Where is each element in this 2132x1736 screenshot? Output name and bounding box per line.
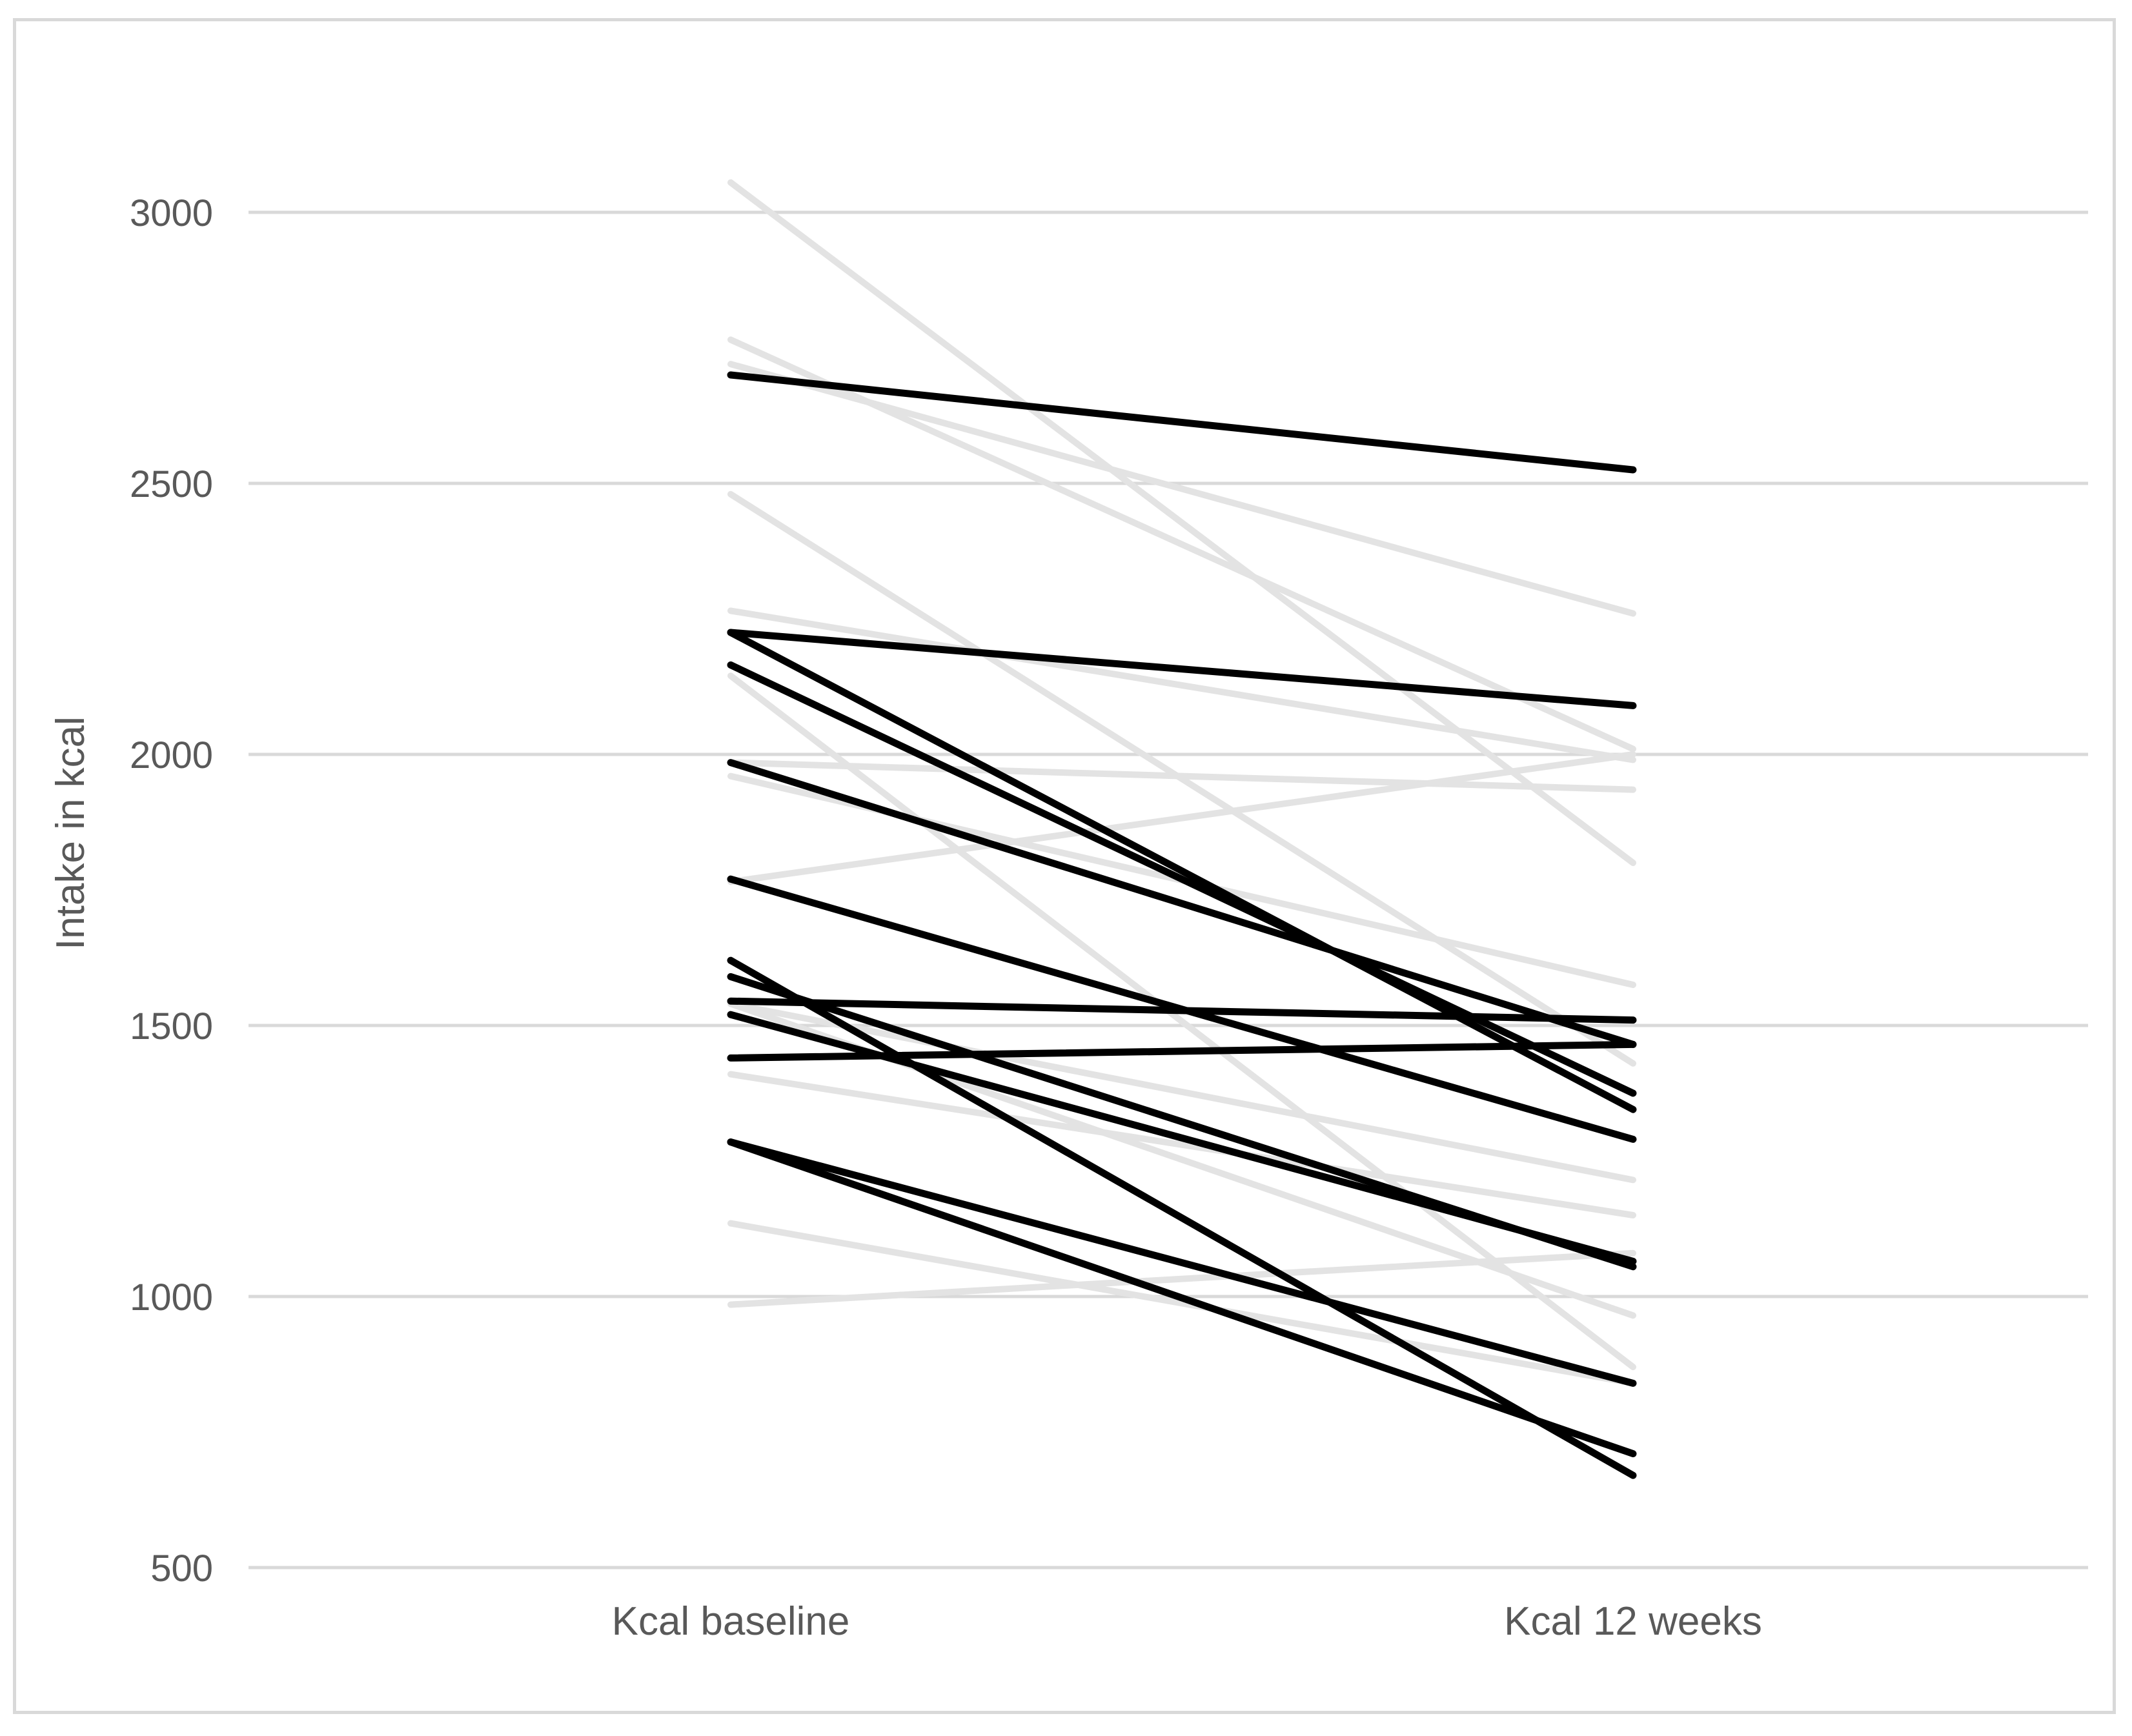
x-category-label: Kcal 12 weeks (1504, 1599, 1762, 1644)
dark-series-lines (727, 371, 1637, 1479)
dark-series-line-15 (727, 371, 1637, 474)
chart-frame: 500 1000 1500 2000 2500 3000 Kcal baseline Kca… (13, 18, 2116, 1714)
y-tick-label: 1000 (130, 1277, 213, 1318)
dark-series-line-25 (727, 1011, 1637, 1265)
dark-series-line-18 (727, 661, 1637, 1097)
dark-series-line-16 (727, 629, 1637, 709)
light-series-lines (727, 179, 1636, 1387)
dark-series-line-19 (727, 759, 1637, 1048)
y-axis-title: Intake in kcal (48, 716, 93, 950)
light-series-line-11 (727, 1071, 1636, 1218)
light-series-line-7 (727, 759, 1636, 793)
y-tick-label: 1500 (130, 1005, 213, 1047)
y-tick-label: 3000 (130, 192, 213, 234)
x-category-label: Kcal baseline (612, 1599, 850, 1644)
dark-series-line-27 (727, 1138, 1637, 1387)
dark-series-line-17 (727, 629, 1637, 1113)
gridlines (249, 210, 2088, 1569)
dark-series-line-23 (727, 956, 1637, 1479)
y-tick-label: 2000 (130, 734, 213, 776)
x-category-labels: Kcal baseline Kcal 12 weeks (612, 1599, 1762, 1644)
dark-series-line-21 (727, 997, 1637, 1024)
y-tick-label: 500 (150, 1548, 213, 1590)
light-series-line-14 (727, 1249, 1636, 1308)
light-series-line-9 (727, 751, 1636, 885)
y-tick-label: 2500 (130, 463, 213, 505)
light-series-line-3 (727, 361, 1636, 617)
light-series-line-5 (727, 607, 1636, 763)
light-series-line-1 (727, 179, 1636, 866)
light-series-line-13 (727, 1220, 1636, 1387)
light-series-line-10 (727, 1000, 1636, 1184)
dark-series-line-26 (727, 1138, 1637, 1458)
light-series-line-6 (727, 672, 1636, 1371)
y-tick-labels: 500 1000 1500 2000 2500 3000 (130, 192, 213, 1590)
